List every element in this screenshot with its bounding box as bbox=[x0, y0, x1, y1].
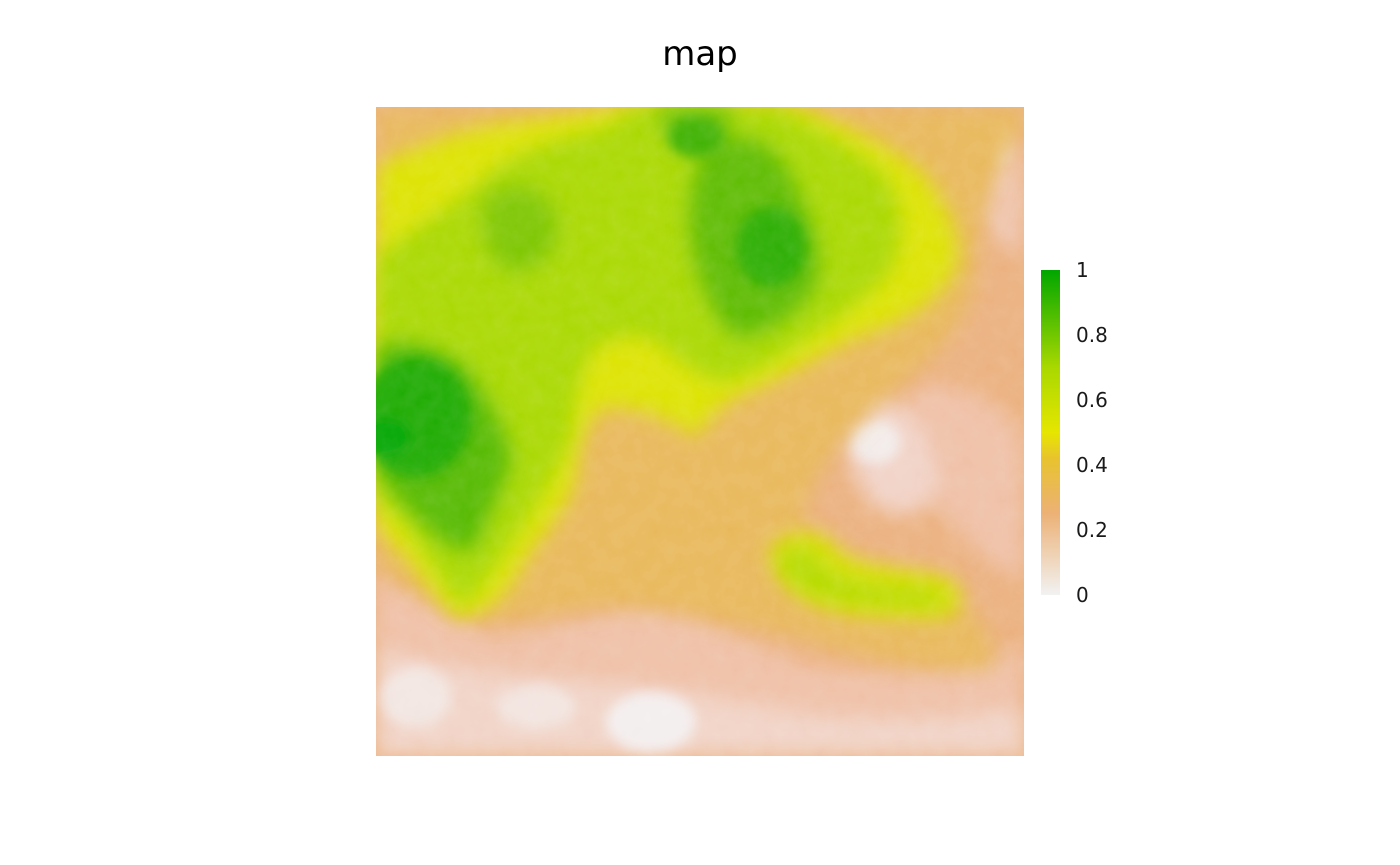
raster-map bbox=[376, 107, 1024, 756]
legend-tick-0: 0 bbox=[1076, 583, 1089, 607]
legend-tick-0.2: 0.2 bbox=[1076, 518, 1108, 542]
raster-texture bbox=[376, 107, 1024, 756]
raster-map-svg bbox=[376, 107, 1024, 756]
legend-tick-1: 1 bbox=[1076, 258, 1089, 282]
legend-tick-0.6: 0.6 bbox=[1076, 388, 1108, 412]
legend-tick-0.4: 0.4 bbox=[1076, 453, 1108, 477]
legend-tick-0.8: 0.8 bbox=[1076, 323, 1108, 347]
legend-colorbar bbox=[1041, 270, 1060, 595]
map-title: map bbox=[662, 34, 738, 74]
